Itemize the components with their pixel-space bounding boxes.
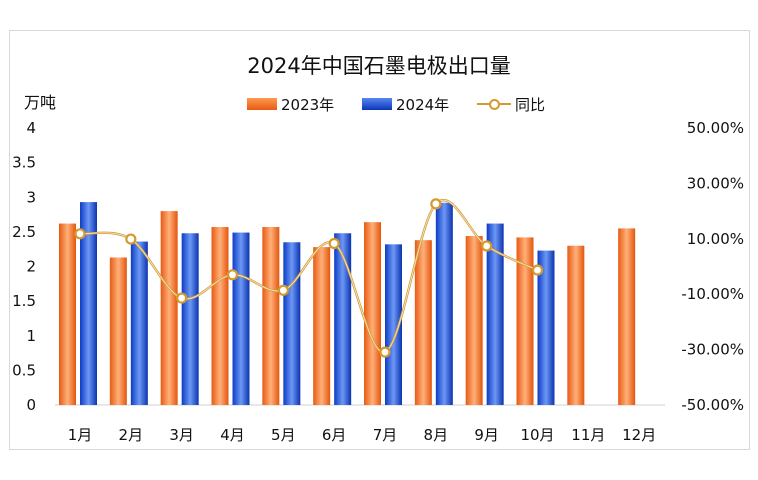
bar-2024: [283, 242, 301, 405]
legend-item-2023: 2023年: [247, 94, 334, 114]
bar-2024: [130, 241, 148, 405]
bar-2024: [334, 233, 352, 405]
x-tick-label: 7月: [373, 426, 398, 444]
x-tick-label: 6月: [322, 426, 347, 444]
yoy-point: [379, 346, 391, 358]
x-tick-label: 8月: [424, 426, 449, 444]
y2-tick-label: -30.00%: [681, 341, 744, 359]
y-tick-label: 2.5: [12, 223, 36, 241]
bar-2024: [181, 233, 199, 405]
yoy-point: [481, 240, 493, 252]
bar-2023: [109, 257, 127, 405]
legend-label-2023: 2023年: [281, 95, 335, 114]
legend-label-2024: 2024年: [396, 95, 450, 114]
x-tick-label: 3月: [169, 426, 194, 444]
bar-2023: [262, 227, 280, 405]
y-tick-label: 2: [26, 258, 36, 276]
x-tick-label: 12月: [622, 426, 656, 444]
y2-tick-label: -10.00%: [681, 285, 744, 303]
bar-2024: [537, 250, 555, 405]
x-tick-label: 9月: [474, 426, 499, 444]
yoy-point: [74, 228, 86, 240]
chart-title: 2024年中国石墨电极出口量: [247, 54, 511, 78]
yoy-point: [430, 198, 442, 210]
bar-2023: [313, 247, 331, 405]
y-tick-label: 0.5: [12, 361, 36, 379]
y2-tick-label: -50.00%: [681, 396, 744, 414]
bar-2024: [385, 244, 402, 405]
y2-tick-label: 30.00%: [687, 174, 744, 192]
x-tick-label: 4月: [220, 426, 245, 444]
yoy-point: [277, 284, 289, 296]
yoy-point: [176, 292, 188, 304]
bar-2023: [516, 237, 534, 405]
legend-item-2024: 2024年: [362, 94, 449, 114]
y2-tick-label: 10.00%: [687, 230, 744, 248]
x-tick-label: 5月: [271, 426, 296, 444]
bar-2024: [80, 202, 97, 405]
y-tick-label: 3: [26, 188, 36, 206]
x-tick-label: 11月: [571, 426, 605, 444]
legend-swatch-yoy: [477, 98, 511, 110]
legend-label-yoy: 同比: [515, 95, 546, 114]
bar-2023: [364, 222, 381, 405]
bar-2023: [211, 227, 229, 405]
y2-tick-label: 50.00%: [687, 119, 744, 137]
legend-swatch-2024: [362, 98, 392, 110]
y-tick-label: 4: [26, 119, 36, 137]
y-tick-label: 1.5: [12, 292, 36, 310]
bar-2023: [567, 245, 585, 405]
yoy-point: [531, 264, 544, 276]
x-tick-label: 10月: [520, 426, 554, 444]
legend-swatch-2023: [247, 98, 277, 110]
y-axis-label: 万吨: [24, 93, 57, 112]
bar-2023: [414, 240, 432, 405]
bar-2023: [59, 223, 76, 405]
x-tick-label: 1月: [68, 426, 93, 444]
y-tick-label: 0: [26, 396, 36, 414]
x-tick-label: 2月: [119, 426, 144, 444]
yoy-point: [226, 269, 239, 281]
yoy-point: [328, 237, 340, 250]
bar-2023: [618, 228, 636, 405]
bar-2024: [435, 202, 453, 405]
bar-2024: [486, 223, 504, 405]
yoy-point: [125, 233, 137, 245]
y-tick-label: 1: [26, 327, 36, 345]
bar-2023: [465, 236, 483, 405]
legend-item-yoy: 同比: [477, 94, 545, 114]
bar-2023: [160, 211, 178, 405]
y-tick-label: 3.5: [12, 154, 36, 172]
bar-2024: [232, 232, 250, 405]
